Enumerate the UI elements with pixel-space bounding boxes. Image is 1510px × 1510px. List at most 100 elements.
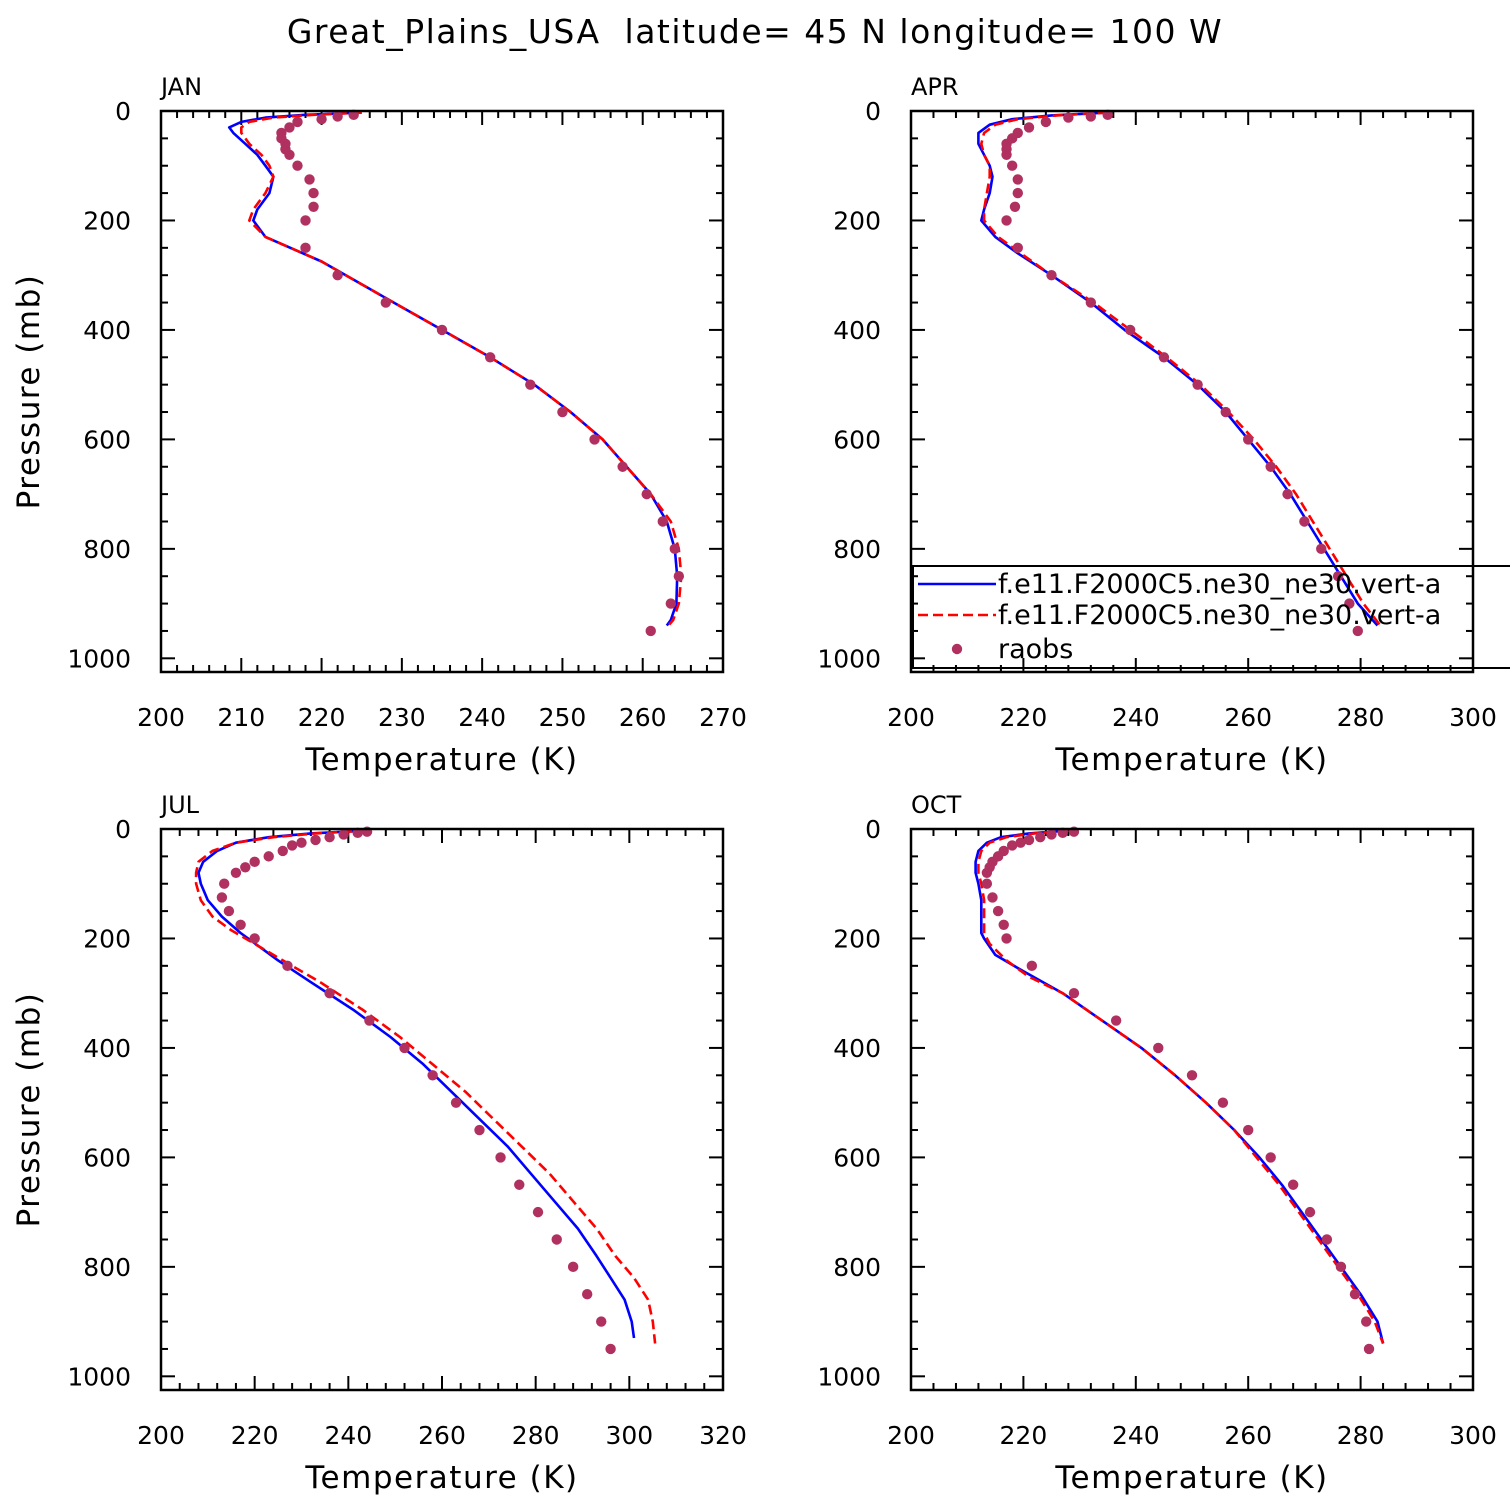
x-tick-label: 320: [699, 1421, 747, 1450]
raobs-point: [1085, 297, 1097, 308]
raobs-point: [1265, 1152, 1276, 1163]
raobs-point: [450, 1097, 462, 1108]
y-tick-label: 600: [833, 1143, 881, 1172]
raobs-point: [1063, 112, 1074, 123]
x-tick-label: 240: [458, 703, 506, 732]
raobs-point: [1012, 187, 1023, 199]
raobs-point: [645, 625, 656, 637]
series-line-solid: [197, 829, 636, 1339]
raobs-point: [1023, 834, 1035, 846]
panel-jan: JAN 200 210 220 230 240 250 260 270 0 200 400 600 800…: [11, 73, 747, 778]
y-tick-label: 800: [83, 1253, 131, 1282]
panel-jul: JUL 200 220 240 260 280 300 320 0 200 400 600 800 100…: [11, 791, 747, 1496]
raobs-point: [324, 832, 335, 843]
x-tick-label: 280: [512, 1421, 560, 1450]
raobs-point: [1192, 379, 1203, 390]
legend-entry-label: f.e11.F2000C5.ne30_ne30.vert-a: [998, 600, 1441, 631]
raobs-point: [981, 878, 993, 889]
y-axis-label: Pressure (mb): [11, 992, 47, 1228]
raobs-point: [987, 892, 998, 903]
raobs-point: [495, 1152, 506, 1163]
x-tick-label: 260: [418, 1421, 466, 1450]
raobs-point: [1349, 1289, 1361, 1300]
plot-frame: [909, 109, 1475, 674]
raobs-point: [589, 434, 600, 445]
raobs-point: [316, 114, 327, 125]
x-tick-label: 270: [699, 703, 747, 732]
raobs-point: [981, 867, 993, 878]
raobs-point: [427, 1070, 438, 1081]
raobs-point: [551, 1234, 562, 1245]
raobs-point: [992, 905, 1004, 917]
panel-label-apr: APR: [911, 73, 959, 101]
raobs-point: [1023, 122, 1035, 133]
raobs-point: [1158, 352, 1170, 363]
x-tick-label: 230: [378, 703, 426, 732]
series-line-solid: [227, 111, 679, 627]
raobs-point: [235, 919, 246, 930]
raobs-point: [1243, 434, 1254, 445]
raobs-point: [1243, 1124, 1254, 1136]
raobs-point: [1361, 1316, 1372, 1327]
raobs-point: [1282, 488, 1293, 500]
y-tick-label: 800: [833, 1253, 881, 1282]
raobs-point: [557, 406, 568, 418]
raobs-point: [1186, 1070, 1198, 1081]
legend: f.e11.F2000C5.ne30_ne30.vert-af.e11.F200…: [912, 565, 1510, 669]
y-tick-label: 800: [833, 535, 881, 564]
x-tick-label: 260: [1224, 1421, 1272, 1450]
raobs-point: [308, 201, 319, 212]
raobs-point: [1321, 1234, 1333, 1245]
raobs-point: [436, 324, 448, 336]
raobs-point: [249, 856, 260, 868]
legend-marker-dots: [951, 643, 963, 655]
raobs-point: [240, 862, 251, 873]
raobs-point: [1046, 269, 1057, 281]
y-tick-label: 0: [865, 815, 881, 844]
x-axis-label: Temperature (K): [1054, 1460, 1328, 1496]
x-axis-label: Temperature (K): [304, 742, 578, 778]
x-tick-label: 210: [217, 703, 265, 732]
raobs-point: [1006, 160, 1018, 171]
raobs-point: [665, 598, 677, 609]
raobs-point: [304, 174, 315, 185]
y-tick-label: 1000: [67, 644, 131, 673]
raobs-point: [1335, 1261, 1347, 1273]
raobs-point: [1001, 215, 1012, 226]
raobs-point: [567, 1261, 579, 1273]
raobs-point: [581, 1289, 593, 1300]
y-tick-label: 600: [83, 425, 131, 454]
y-tick-label: 600: [833, 425, 881, 454]
raobs-point: [292, 116, 303, 128]
raobs-point: [1299, 516, 1310, 527]
plot-frame: [159, 827, 725, 1392]
raobs-point: [1363, 1343, 1375, 1355]
x-tick-label: 220: [231, 1421, 279, 1450]
x-tick-label: 260: [619, 703, 667, 732]
y-tick-label: 600: [83, 1143, 131, 1172]
raobs-point: [1304, 1206, 1316, 1218]
raobs-point: [324, 987, 335, 999]
raobs-point: [1001, 933, 1012, 944]
x-tick-label: 250: [539, 703, 587, 732]
panel-label-jul: JUL: [159, 791, 200, 819]
plot-frame: [159, 109, 725, 674]
y-tick-label: 200: [83, 924, 131, 953]
y-axis-label: Pressure (mb): [11, 274, 47, 510]
series-line-dashed: [977, 829, 1385, 1344]
raobs-point: [380, 297, 391, 308]
legend-box: [912, 565, 1510, 669]
raobs-point: [1026, 960, 1038, 972]
raobs-point: [669, 543, 681, 555]
raobs-point: [1352, 625, 1363, 637]
y-tick-label: 0: [115, 97, 131, 126]
raobs-point: [1046, 829, 1057, 840]
x-tick-label: 240: [1112, 703, 1160, 732]
x-tick-label: 280: [1337, 703, 1385, 732]
y-tick-label: 1000: [67, 1362, 131, 1391]
raobs-point: [1085, 111, 1097, 122]
raobs-point: [1316, 543, 1327, 555]
y-tick-label: 800: [83, 535, 131, 564]
panel-label-oct: OCT: [911, 791, 962, 819]
legend-entry-label: f.e11.F2000C5.ne30_ne30.vert-a: [998, 569, 1441, 600]
